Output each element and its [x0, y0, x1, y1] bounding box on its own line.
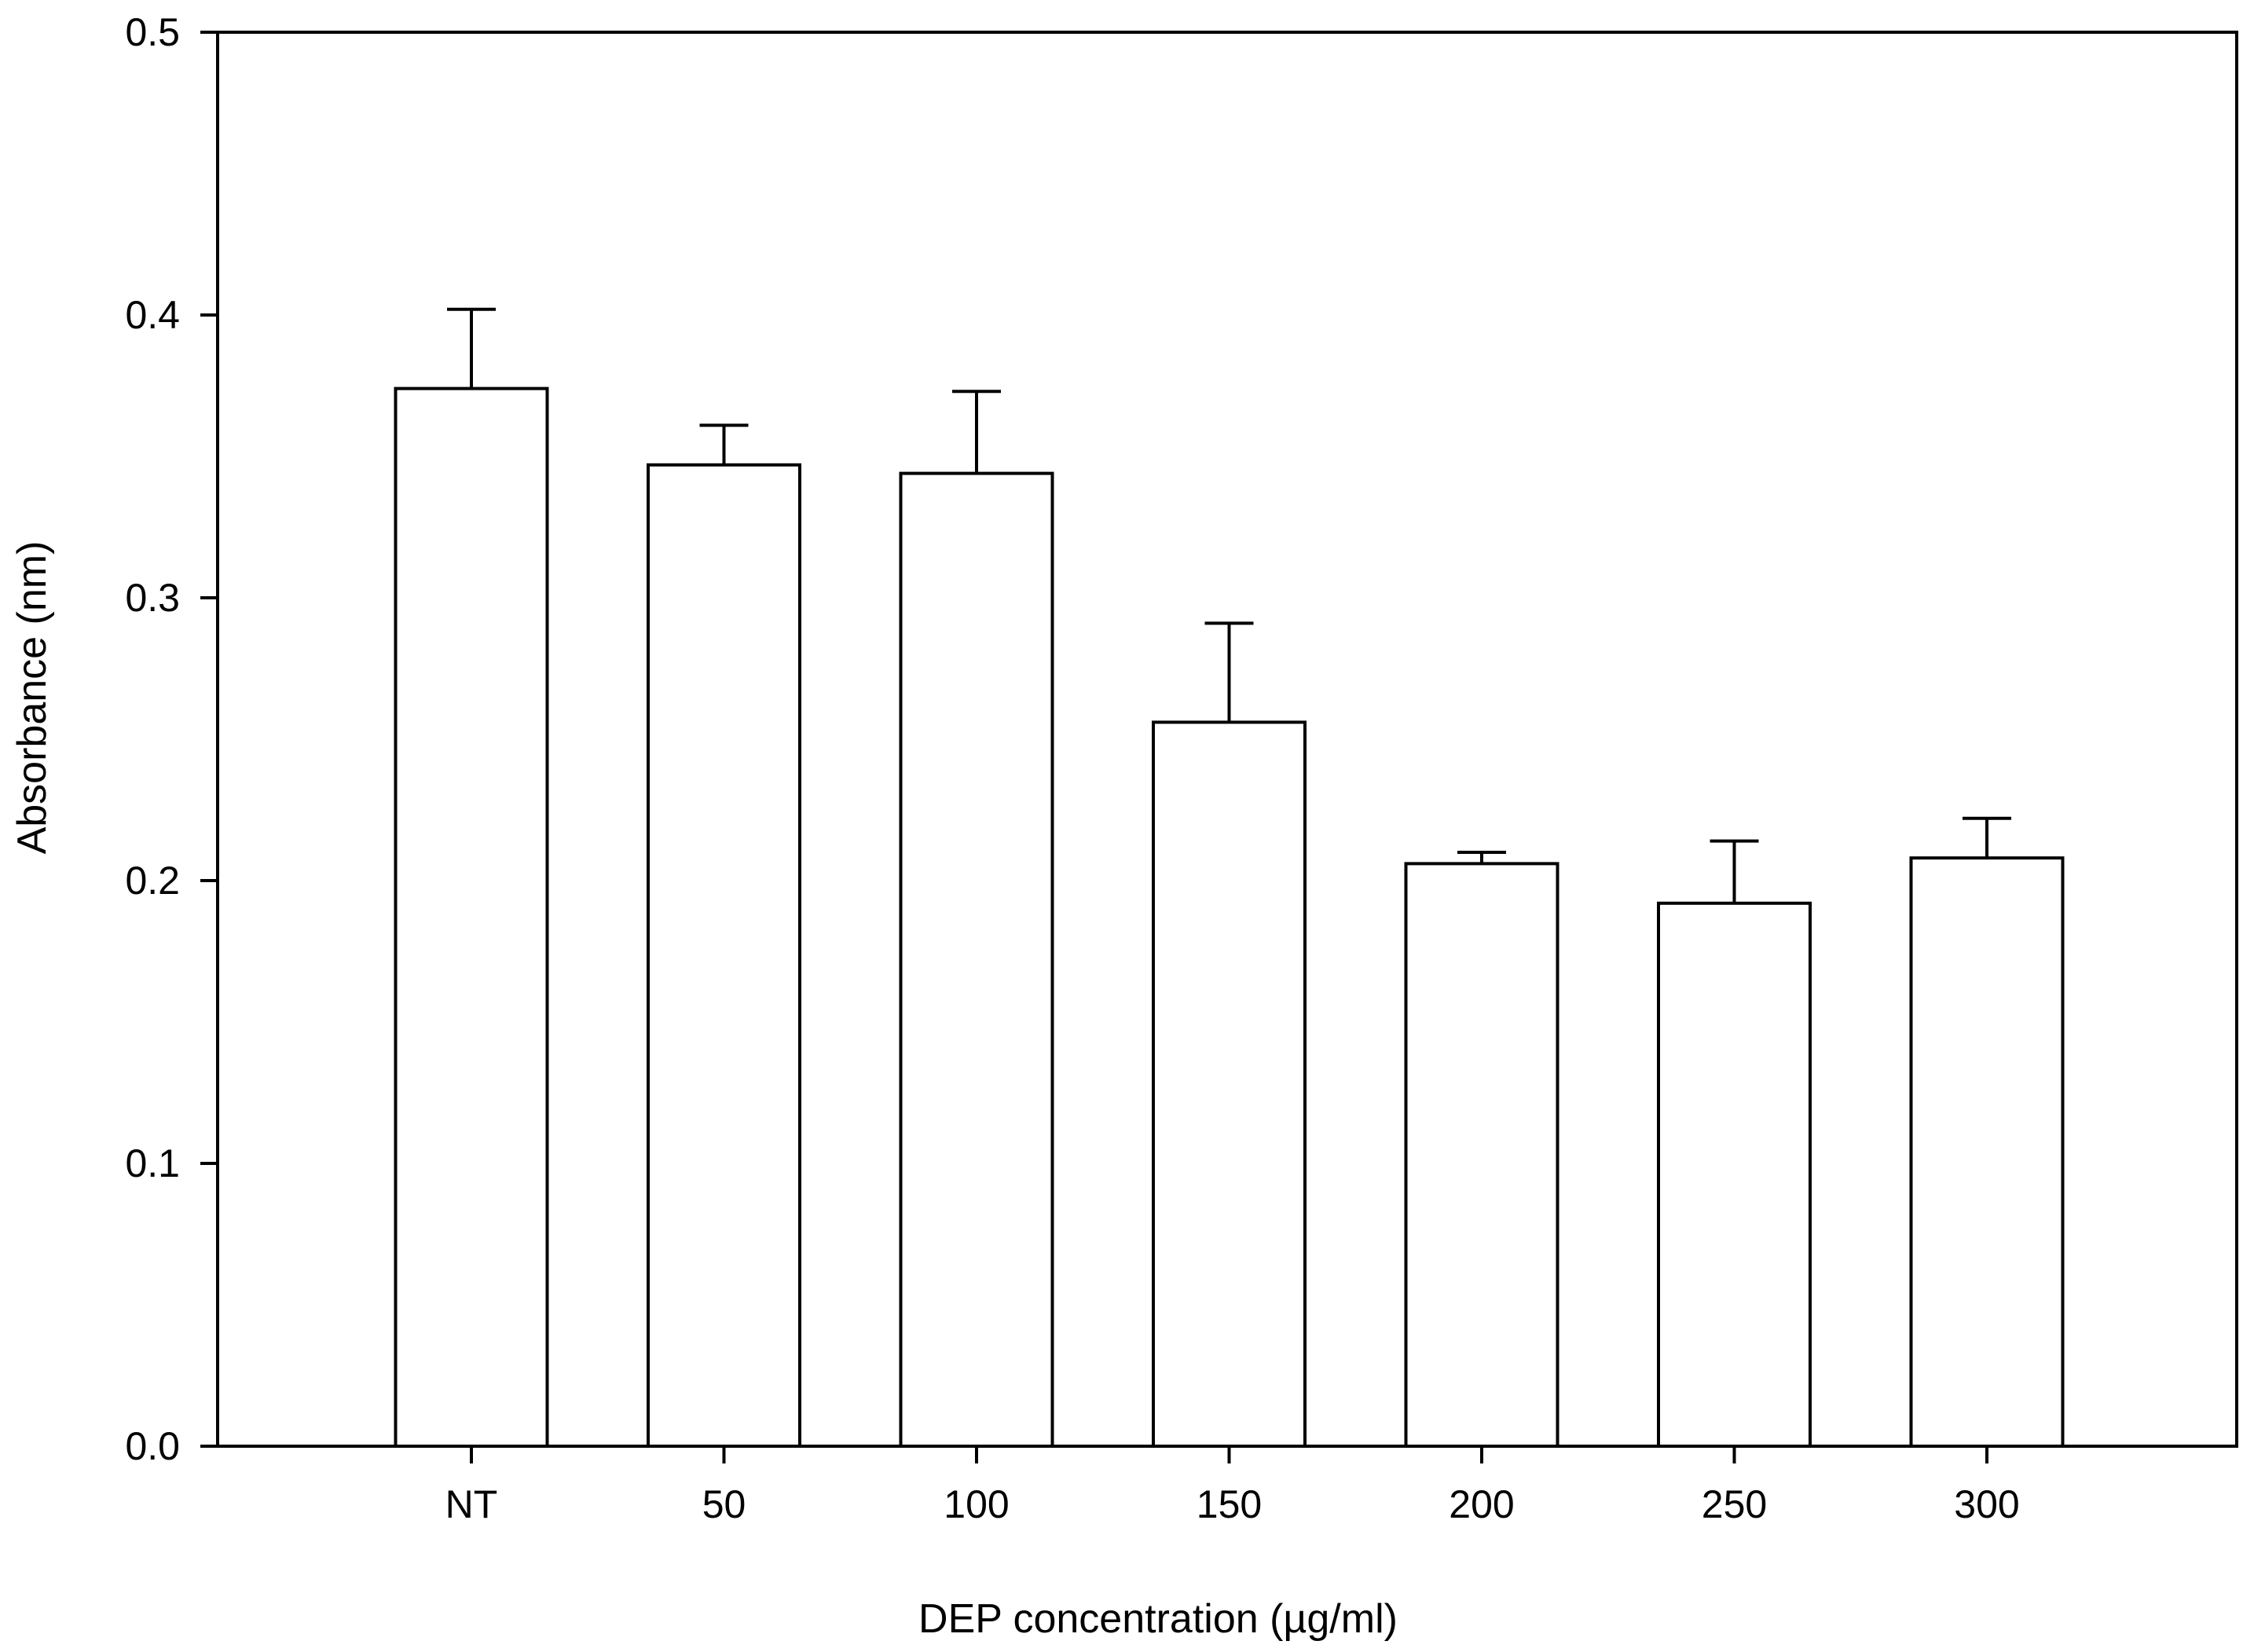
x-tick-label-150: 150: [1197, 1482, 1262, 1526]
x-tick-label-100: 100: [944, 1482, 1009, 1526]
y-tick-label: 0.0: [125, 1424, 180, 1468]
bar-300: [1909, 856, 2065, 1448]
y-tick-label: 0.1: [125, 1141, 180, 1185]
y-tick-label: 0.4: [125, 293, 180, 337]
x-axis-title: DEP concentration (µg/ml): [918, 1596, 1398, 1642]
bar-150: [1152, 720, 1307, 1448]
y-tick-label: 0.2: [125, 859, 180, 903]
y-tick-label: 0.3: [125, 576, 180, 620]
x-tick-label-250: 250: [1702, 1482, 1767, 1526]
x-tick-label-50: 50: [702, 1482, 746, 1526]
bar-nt: [394, 386, 549, 1449]
x-tick-label-300: 300: [1954, 1482, 2019, 1526]
x-tick-label-nt: NT: [445, 1482, 498, 1526]
bar-250: [1657, 901, 1812, 1449]
bar-50: [647, 463, 801, 1448]
y-axis-title: Absorbance (nm): [9, 541, 55, 855]
y-tick-label: 0.5: [125, 10, 180, 54]
bar-100: [899, 471, 1054, 1448]
x-tick-label-200: 200: [1449, 1482, 1514, 1526]
bar-200: [1404, 862, 1559, 1448]
